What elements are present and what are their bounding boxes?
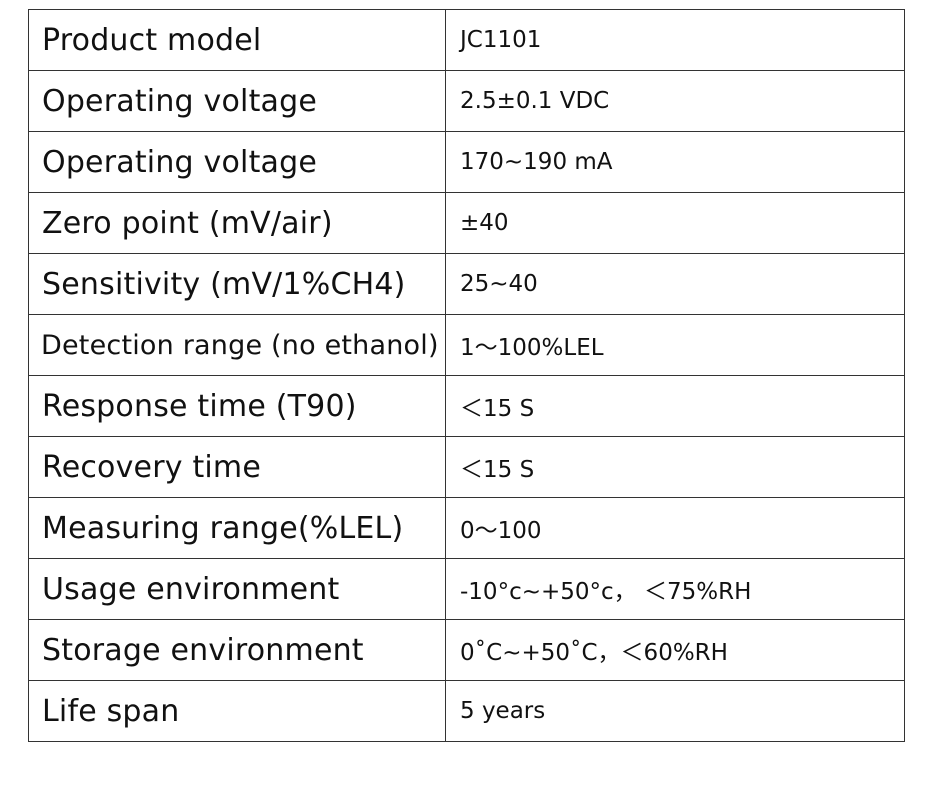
table-row: Operating voltage 170~190 mA [28, 131, 905, 193]
table-row: Product model JC1101 [28, 9, 905, 71]
value-zero-point: ±40 [445, 192, 905, 254]
param-zero-point: Zero point (mV/air) [28, 192, 446, 254]
table-row: Operating voltage 2.5±0.1 VDC [28, 70, 905, 132]
value-sensitivity: 25~40 [445, 253, 905, 315]
value-detection-range: 1～100%LEL [445, 314, 905, 376]
table-row: Detection range (no ethanol) 1～100%LEL [28, 314, 905, 376]
param-product-model: Product model [28, 9, 446, 71]
param-operating-current: Operating voltage [28, 131, 446, 193]
value-operating-current: 170~190 mA [445, 131, 905, 193]
value-storage-environment: 0˚C~+50˚C，＜60%RH [445, 619, 905, 681]
value-life-span: 5 years [445, 680, 905, 742]
value-measuring-range: 0～100 [445, 497, 905, 559]
param-usage-environment: Usage environment [28, 558, 446, 620]
table-row: Measuring range(%LEL) 0～100 [28, 497, 905, 559]
param-life-span: Life span [28, 680, 446, 742]
value-response-time: ＜15 S [445, 375, 905, 437]
param-sensitivity: Sensitivity (mV/1%CH4) [28, 253, 446, 315]
table-row: Zero point (mV/air) ±40 [28, 192, 905, 254]
param-recovery-time: Recovery time [28, 436, 446, 498]
value-operating-voltage: 2.5±0.1 VDC [445, 70, 905, 132]
value-product-model: JC1101 [445, 9, 905, 71]
param-response-time: Response time (T90) [28, 375, 446, 437]
param-measuring-range: Measuring range(%LEL) [28, 497, 446, 559]
param-detection-range: Detection range (no ethanol) [28, 314, 446, 376]
table-row: Usage environment -10°c~+50°c， ＜75%RH [28, 558, 905, 620]
value-recovery-time: ＜15 S [445, 436, 905, 498]
table-row: Sensitivity (mV/1%CH4) 25~40 [28, 253, 905, 315]
value-usage-environment: -10°c~+50°c， ＜75%RH [445, 558, 905, 620]
spec-table: Product model JC1101 Operating voltage 2… [28, 9, 905, 742]
table-row: Response time (T90) ＜15 S [28, 375, 905, 437]
param-storage-environment: Storage environment [28, 619, 446, 681]
table-row: Storage environment 0˚C~+50˚C，＜60%RH [28, 619, 905, 681]
param-operating-voltage: Operating voltage [28, 70, 446, 132]
table-row: Recovery time ＜15 S [28, 436, 905, 498]
table-row: Life span 5 years [28, 680, 905, 742]
